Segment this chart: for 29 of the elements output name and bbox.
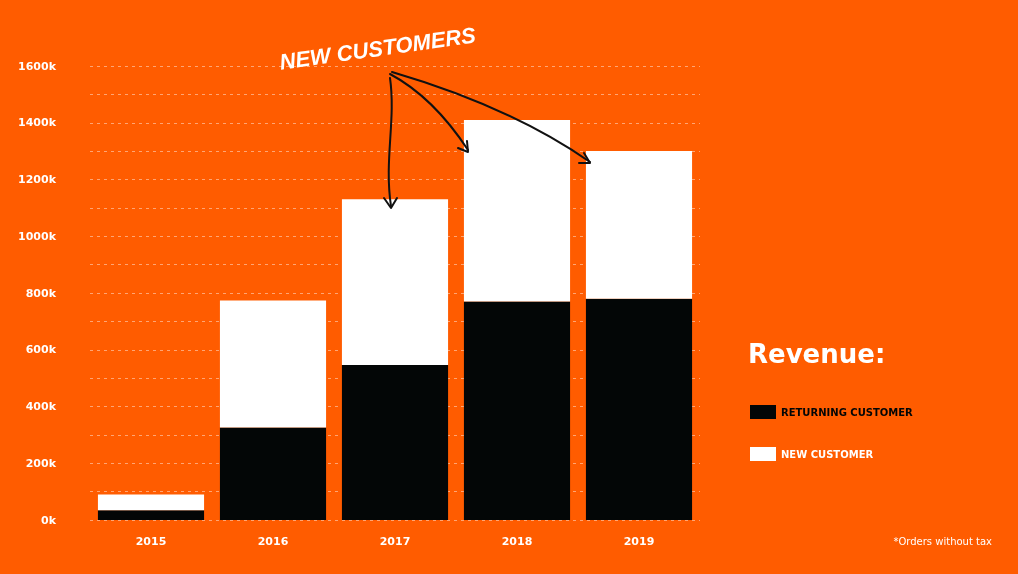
x-tick-label: 2015 — [135, 535, 167, 548]
x-tick-label: 2019 — [623, 535, 655, 548]
bar — [463, 301, 571, 520]
bar — [97, 510, 205, 520]
x-tick-label: 2018 — [501, 535, 533, 548]
legend-title: Revenue: — [748, 339, 886, 369]
bar — [341, 365, 449, 520]
bar — [219, 427, 327, 520]
y-tick-label: 1000k — [18, 229, 57, 243]
y-tick-label: 1200k — [18, 173, 57, 186]
y-tick-label: 0k — [41, 513, 57, 527]
y-tick-label: 1600k — [18, 59, 57, 73]
x-tick-label: 2017 — [379, 535, 411, 548]
y-tick-label: 400k — [25, 400, 57, 413]
legend-label: RETURNING CUSTOMER — [781, 406, 914, 418]
y-tick-label: 800k — [25, 286, 57, 300]
bar — [463, 119, 571, 302]
bar — [585, 298, 693, 520]
bar — [219, 300, 327, 428]
bar — [585, 151, 693, 299]
bar — [97, 494, 205, 511]
x-tick-label: 2016 — [257, 535, 289, 548]
bar — [341, 199, 449, 366]
y-tick-label: 600k — [25, 343, 57, 357]
annotation: NEW CUSTOMERS — [278, 22, 478, 76]
legend-label: NEW CUSTOMER — [781, 448, 874, 460]
text: *Orders without tax — [893, 536, 992, 547]
y-tick-label: 1400k — [18, 116, 57, 130]
y-tick-label: 200k — [25, 456, 57, 470]
